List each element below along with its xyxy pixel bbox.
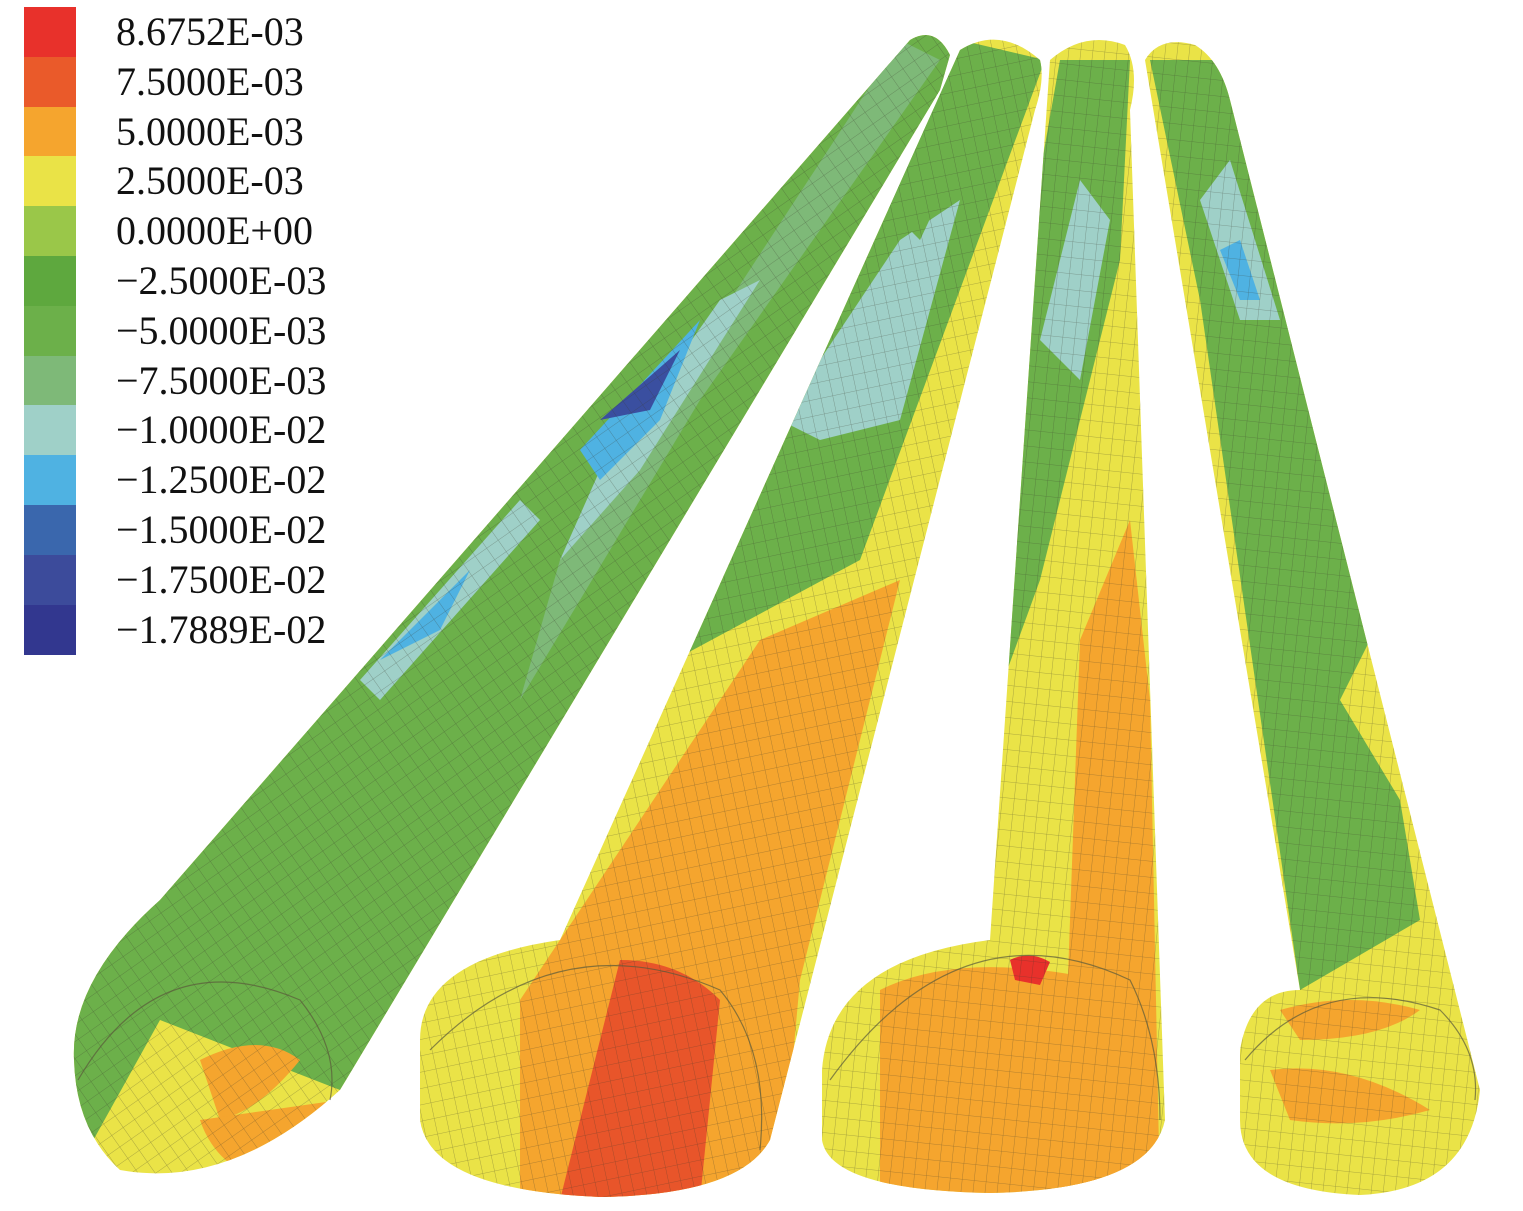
legend-swatch: [24, 56, 76, 107]
legend-swatch: [24, 255, 76, 306]
tunnel-end-rings: [77, 954, 1477, 1151]
legend-swatch: [24, 305, 76, 356]
legend-label: −1.0000E-02: [116, 407, 327, 453]
legend-swatch: [24, 106, 76, 157]
legend-swatch: [24, 405, 76, 456]
legend-swatch: [24, 455, 76, 506]
legend-swatch: [24, 7, 76, 57]
legend-label: 7.5000E-03: [116, 58, 304, 104]
legend-swatch: [24, 604, 76, 655]
legend-label: −1.5000E-02: [116, 506, 327, 552]
legend-swatch: [24, 206, 76, 257]
legend-swatch: [24, 554, 76, 605]
legend-label: −1.7500E-02: [116, 556, 327, 602]
legend-label: 8.6752E-03: [116, 9, 304, 54]
legend-swatch: [24, 504, 76, 555]
legend-label: 2.5000E-03: [116, 158, 304, 204]
legend-label: −5.0000E-03: [116, 307, 327, 353]
legend-label: −2.5000E-03: [116, 257, 327, 303]
legend-label: 0.0000E+00: [116, 208, 313, 254]
legend-swatch: [24, 156, 76, 207]
legend-label: −1.7889E-02: [116, 606, 327, 652]
legend-label: 5.0000E-03: [116, 108, 304, 154]
legend-label: −1.2500E-02: [116, 457, 327, 503]
legend-label: −7.5000E-03: [116, 357, 327, 403]
tunnel-4: [1145, 42, 1480, 1196]
legend-swatch: [24, 355, 76, 406]
